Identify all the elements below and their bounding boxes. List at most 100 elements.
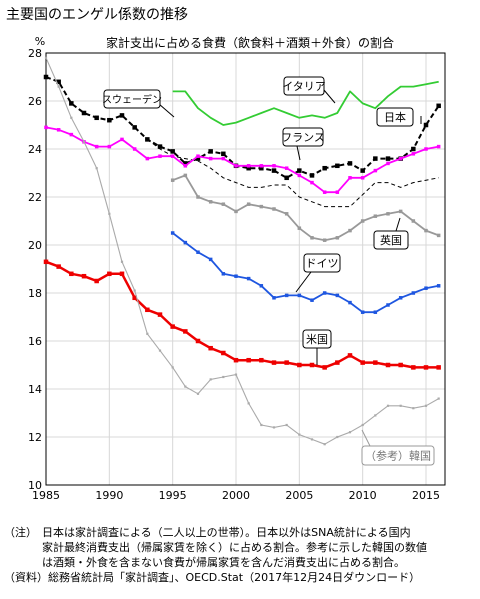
y-tick-label: 20	[28, 239, 42, 252]
data-point	[424, 404, 428, 407]
data-point	[436, 233, 441, 238]
label-box	[282, 127, 324, 147]
data-point	[57, 85, 60, 88]
data-point	[233, 357, 239, 363]
label-leader-line	[395, 217, 401, 232]
data-point	[309, 173, 315, 178]
data-point	[423, 122, 429, 128]
label-leader-line	[296, 145, 301, 161]
data-point	[183, 329, 188, 334]
data-point	[335, 163, 340, 169]
data-point	[411, 152, 416, 156]
data-point	[56, 128, 61, 132]
data-point	[437, 397, 440, 400]
data-point	[259, 357, 264, 363]
data-point	[108, 212, 111, 215]
data-point	[436, 365, 441, 370]
series-4	[44, 125, 441, 194]
note-label: （注）	[4, 526, 37, 539]
series-group	[43, 56, 441, 446]
x-tick-label: 2015	[412, 489, 440, 502]
data-point	[360, 310, 365, 314]
note-block: （注） 日本は家計調査による（二人以上の世帯）。日本以外はSNA統計による国内 …	[4, 525, 476, 570]
data-point	[347, 161, 353, 166]
data-point	[70, 116, 73, 119]
data-point	[310, 438, 314, 441]
note-body: 日本は家計調査による（二人以上の世帯）。日本以外はSNA統計による国内 家計最終…	[42, 525, 476, 570]
data-point	[272, 207, 276, 211]
y-tick-label: 18	[28, 287, 42, 300]
data-point	[271, 168, 277, 173]
data-point	[284, 166, 289, 170]
data-point	[196, 195, 200, 199]
data-point	[398, 209, 403, 214]
label-box	[283, 76, 325, 96]
label-leader-line	[323, 89, 336, 104]
data-point	[310, 298, 314, 302]
data-point	[170, 154, 175, 158]
data-point	[94, 278, 99, 284]
data-point	[411, 365, 416, 370]
data-point	[234, 164, 238, 168]
series-line	[172, 80, 439, 126]
data-point	[171, 366, 174, 369]
data-point	[385, 362, 391, 368]
data-point	[272, 426, 276, 429]
data-point	[69, 132, 74, 137]
note-line-1: 日本は家計調査による（二人以上の世帯）。日本以外はSNA統計による国内	[42, 526, 411, 539]
data-point	[322, 291, 327, 295]
data-point	[208, 149, 213, 154]
series-label-3: イタリア	[282, 76, 336, 104]
data-point	[170, 178, 175, 182]
data-point	[145, 156, 150, 161]
data-point	[209, 378, 212, 381]
data-point	[221, 202, 226, 206]
series-label-2: スウェーデン	[102, 89, 175, 118]
data-point	[107, 117, 112, 123]
data-point	[221, 151, 226, 157]
data-point	[246, 202, 251, 206]
x-tick-label: 1985	[32, 489, 60, 502]
data-point	[208, 345, 213, 351]
series-label-6: ドイツ	[295, 253, 341, 293]
data-point	[335, 360, 340, 365]
label-box	[373, 230, 409, 250]
data-point	[119, 113, 125, 118]
data-point	[208, 200, 213, 204]
data-point	[81, 110, 87, 116]
data-point	[260, 423, 263, 427]
data-point	[424, 147, 428, 151]
series-line	[45, 126, 439, 194]
label-box	[303, 253, 341, 273]
data-point	[94, 144, 99, 149]
page-title: 主要国のエンゲル係数の推移	[6, 7, 188, 23]
data-point	[246, 164, 251, 168]
data-point	[336, 435, 339, 439]
data-point	[272, 296, 276, 300]
data-point	[69, 271, 74, 277]
data-point	[196, 154, 200, 158]
label-box	[302, 329, 332, 349]
data-point	[133, 289, 136, 292]
data-point	[360, 176, 365, 180]
data-point	[208, 257, 213, 262]
label-leader-line	[295, 271, 312, 293]
x-tick-label: 2010	[349, 489, 377, 502]
notes-section: （注） 日本は家計調査による（二人以上の世帯）。日本以外はSNA統計による国内 …	[4, 525, 476, 585]
data-point	[412, 407, 415, 410]
chart-title: 家計支出に占める食費（飲食料＋酒類＋外食）の割合	[106, 35, 394, 50]
data-point	[158, 349, 162, 352]
data-point	[195, 156, 201, 161]
data-point	[146, 332, 149, 335]
series-line	[45, 57, 439, 445]
data-point	[373, 156, 378, 161]
data-point	[145, 307, 150, 313]
series-name-label: スウェーデン	[102, 93, 162, 106]
data-point	[259, 204, 264, 209]
label-box	[376, 107, 414, 127]
series-name-label: （参考）韓国	[365, 449, 431, 463]
data-point	[411, 146, 416, 152]
data-point	[284, 212, 289, 216]
data-point	[247, 402, 250, 405]
data-point	[348, 431, 352, 434]
